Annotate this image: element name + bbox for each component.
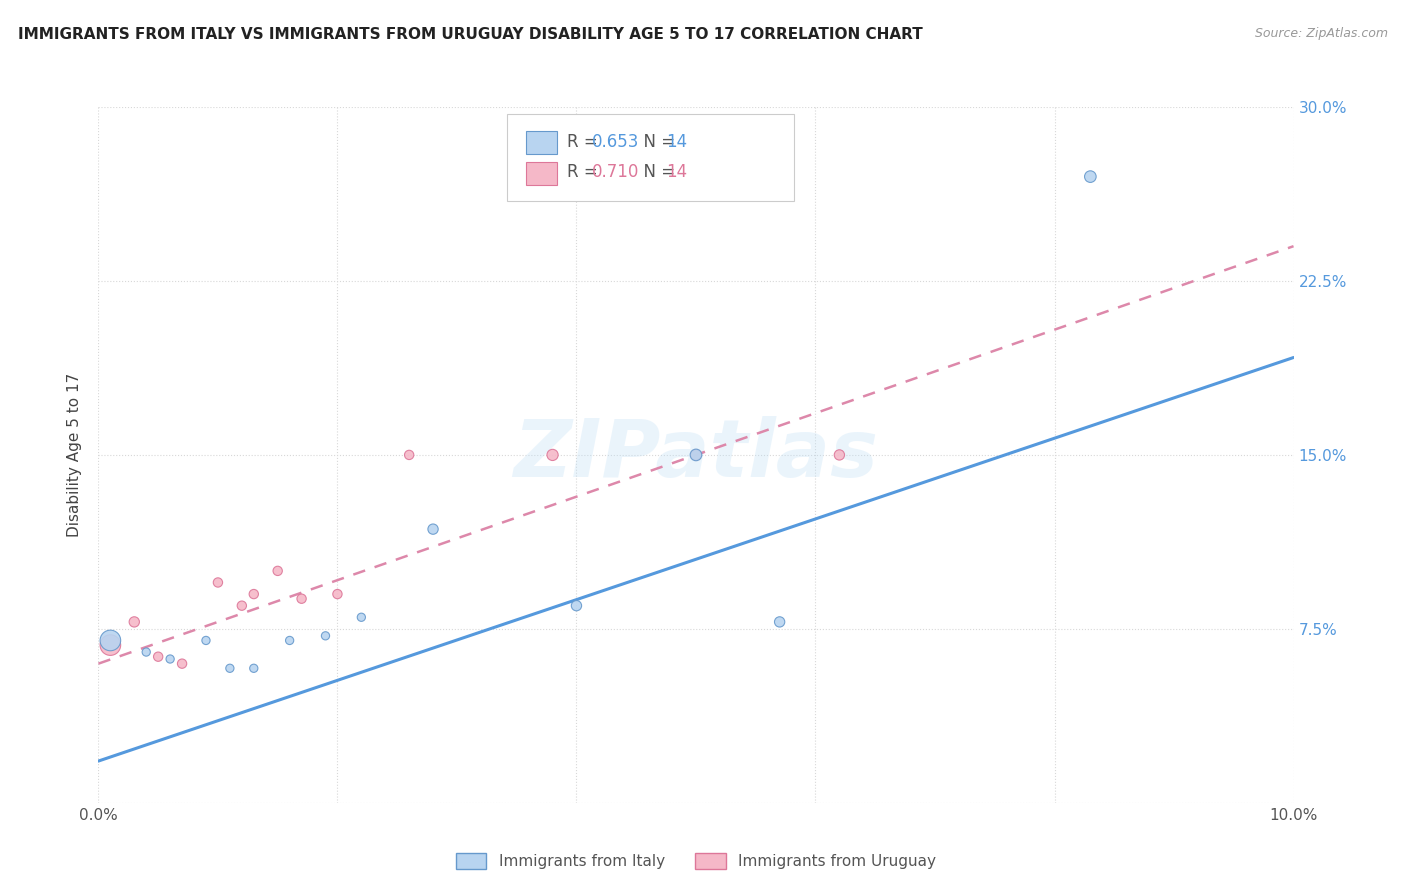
Text: Source: ZipAtlas.com: Source: ZipAtlas.com: [1254, 27, 1388, 40]
Point: [219, 661, 242, 675]
Text: 0.653: 0.653: [592, 133, 640, 151]
Point: [828, 448, 851, 462]
Text: 14: 14: [666, 163, 688, 181]
Point: [243, 587, 266, 601]
Point: [195, 633, 218, 648]
Text: R =: R =: [567, 133, 603, 151]
Point: [350, 610, 373, 624]
Legend: Immigrants from Italy, Immigrants from Uruguay: Immigrants from Italy, Immigrants from U…: [450, 847, 942, 875]
Point: [291, 591, 314, 606]
Point: [541, 448, 564, 462]
FancyBboxPatch shape: [508, 114, 794, 201]
FancyBboxPatch shape: [526, 131, 557, 154]
Point: [315, 629, 337, 643]
Text: N =: N =: [633, 163, 681, 181]
Point: [243, 661, 266, 675]
Point: [159, 652, 181, 666]
Point: [565, 599, 588, 613]
Text: 14: 14: [666, 133, 688, 151]
Point: [685, 448, 707, 462]
FancyBboxPatch shape: [526, 162, 557, 185]
Point: [685, 448, 707, 462]
Point: [769, 615, 792, 629]
Point: [207, 575, 229, 590]
Point: [135, 645, 157, 659]
Point: [148, 649, 170, 664]
Text: R =: R =: [567, 163, 603, 181]
Point: [398, 448, 420, 462]
Point: [422, 522, 444, 536]
Point: [172, 657, 194, 671]
Text: IMMIGRANTS FROM ITALY VS IMMIGRANTS FROM URUGUAY DISABILITY AGE 5 TO 17 CORRELAT: IMMIGRANTS FROM ITALY VS IMMIGRANTS FROM…: [18, 27, 922, 42]
Text: N =: N =: [633, 133, 681, 151]
Point: [267, 564, 290, 578]
Point: [231, 599, 253, 613]
Text: 0.710: 0.710: [592, 163, 640, 181]
Point: [124, 615, 146, 629]
Point: [100, 633, 122, 648]
Text: ZIPatlas: ZIPatlas: [513, 416, 879, 494]
Point: [1080, 169, 1102, 184]
Point: [100, 638, 122, 652]
Y-axis label: Disability Age 5 to 17: Disability Age 5 to 17: [67, 373, 83, 537]
Point: [278, 633, 301, 648]
Point: [326, 587, 349, 601]
